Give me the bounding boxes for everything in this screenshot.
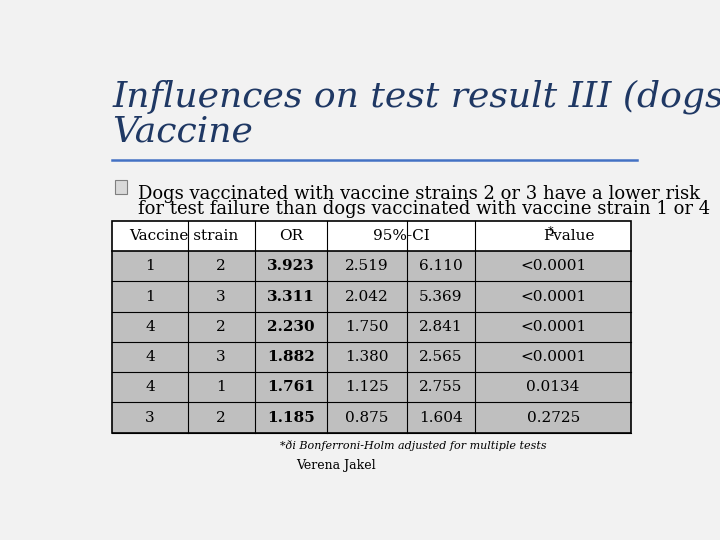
Text: 3.311: 3.311	[267, 289, 315, 303]
Text: 5.369: 5.369	[419, 289, 463, 303]
Text: 3: 3	[216, 289, 226, 303]
Text: Vaccine strain: Vaccine strain	[129, 229, 238, 243]
Text: 1: 1	[216, 380, 226, 394]
Bar	[115, 180, 127, 194]
Text: OR: OR	[279, 229, 303, 243]
Text: 3: 3	[145, 410, 155, 424]
Text: 0.875: 0.875	[346, 410, 389, 424]
Text: 1.882: 1.882	[267, 350, 315, 364]
Bar	[112, 312, 631, 342]
Text: 1.761: 1.761	[267, 380, 315, 394]
Text: 2.755: 2.755	[419, 380, 463, 394]
Text: <0.0001: <0.0001	[520, 259, 586, 273]
Text: 2: 2	[216, 259, 226, 273]
Bar	[112, 402, 631, 433]
Text: 2.519: 2.519	[345, 259, 389, 273]
Text: 3: 3	[216, 350, 226, 364]
Text: -value: -value	[548, 229, 595, 243]
Text: Verena Jakel: Verena Jakel	[296, 459, 375, 472]
Bar	[112, 221, 631, 433]
Text: P: P	[543, 229, 554, 243]
Text: 95%-CI: 95%-CI	[373, 229, 429, 243]
Bar	[112, 221, 631, 251]
Text: Dogs vaccinated with vaccine strains 2 or 3 have a lower risk: Dogs vaccinated with vaccine strains 2 o…	[138, 185, 700, 202]
Text: 1.604: 1.604	[419, 410, 463, 424]
Text: 1.125: 1.125	[345, 380, 389, 394]
Text: <0.0001: <0.0001	[520, 289, 586, 303]
Bar	[112, 342, 631, 372]
Text: 2.841: 2.841	[419, 320, 463, 334]
Text: <0.0001: <0.0001	[520, 350, 586, 364]
Text: 1.380: 1.380	[346, 350, 389, 364]
Bar	[112, 372, 631, 402]
Text: *ði Bonferroni-Holm adjusted for multiple tests: *ði Bonferroni-Holm adjusted for multipl…	[280, 440, 546, 451]
Text: 1: 1	[145, 289, 155, 303]
Text: 4: 4	[145, 380, 155, 394]
Text: 0.2725: 0.2725	[526, 410, 580, 424]
Text: Vaccine: Vaccine	[112, 114, 253, 148]
Text: for test failure than dogs vaccinated with vaccine strain 1 or 4: for test failure than dogs vaccinated wi…	[138, 200, 710, 218]
Text: 1: 1	[145, 259, 155, 273]
Text: 2: 2	[216, 320, 226, 334]
Text: 2: 2	[216, 410, 226, 424]
Text: 2.565: 2.565	[419, 350, 463, 364]
Text: 0.0134: 0.0134	[526, 380, 580, 394]
Text: 2.230: 2.230	[267, 320, 315, 334]
Text: 6.110: 6.110	[419, 259, 463, 273]
Text: 3.923: 3.923	[267, 259, 315, 273]
Text: 2.042: 2.042	[345, 289, 389, 303]
Text: <0.0001: <0.0001	[520, 320, 586, 334]
Text: Influences on test result III (dogs):: Influences on test result III (dogs):	[112, 79, 720, 114]
Text: *: *	[547, 226, 553, 235]
Text: 1.185: 1.185	[267, 410, 315, 424]
Text: 4: 4	[145, 350, 155, 364]
Text: 4: 4	[145, 320, 155, 334]
Text: 1.750: 1.750	[346, 320, 389, 334]
Bar	[112, 251, 631, 281]
Bar	[112, 281, 631, 312]
